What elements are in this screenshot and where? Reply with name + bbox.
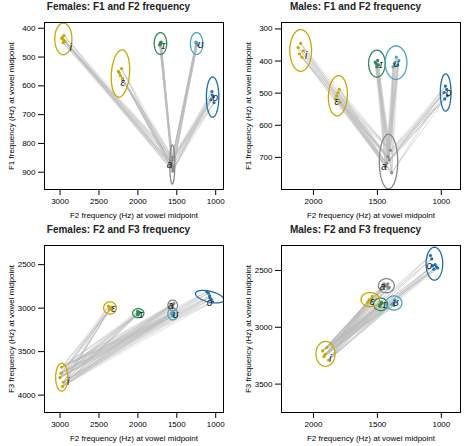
svg-text:2000: 2000 <box>305 197 323 206</box>
svg-text:o: o <box>426 260 432 271</box>
svg-text:800: 800 <box>22 139 36 148</box>
svg-text:a: a <box>167 159 173 170</box>
svg-text:3000: 3000 <box>18 304 36 313</box>
svg-text:ʊ: ʊ <box>393 297 399 308</box>
svg-text:1000: 1000 <box>432 197 450 206</box>
svg-text:3500: 3500 <box>255 380 273 389</box>
svg-text:300: 300 <box>259 24 273 33</box>
svg-text:a: a <box>380 281 386 292</box>
svg-text:2500: 2500 <box>255 266 273 275</box>
svg-text:1500: 1500 <box>368 420 386 429</box>
svg-text:ʊ: ʊ <box>173 309 179 320</box>
svg-text:500: 500 <box>22 53 36 62</box>
svg-text:2500: 2500 <box>18 260 36 269</box>
svg-text:500: 500 <box>259 89 273 98</box>
svg-text:ɪ: ɪ <box>139 309 144 320</box>
svg-text:ɪ: ɪ <box>378 59 383 70</box>
svg-text:700: 700 <box>259 153 273 162</box>
svg-text:1500: 1500 <box>168 420 186 429</box>
svg-text:i: i <box>329 353 332 364</box>
svg-text:3500: 3500 <box>18 347 36 356</box>
svg-text:4000: 4000 <box>18 391 36 400</box>
svg-text:ɛ: ɛ <box>370 296 375 307</box>
svg-text:700: 700 <box>22 110 36 119</box>
svg-text:2000: 2000 <box>129 197 147 206</box>
svg-text:ʊ: ʊ <box>393 58 399 69</box>
svg-text:2500: 2500 <box>90 197 108 206</box>
svg-text:ʊ: ʊ <box>198 39 204 50</box>
svg-text:F2 frequency (Hz) at vowel mid: F2 frequency (Hz) at vowel midpoint <box>307 211 436 220</box>
svg-text:F1 frequency (Hz) at vowel mid: F1 frequency (Hz) at vowel midpoint <box>244 41 253 170</box>
svg-text:ɪ: ɪ <box>161 40 166 51</box>
svg-text:F1 frequency (Hz) at vowel mid: F1 frequency (Hz) at vowel midpoint <box>7 41 16 170</box>
svg-text:F2 frequency (Hz) at vowel mid: F2 frequency (Hz) at vowel midpoint <box>70 211 199 220</box>
html-text:Females: F2 and F3 frequency: Females: F2 and F3 frequency <box>46 224 191 235</box>
svg-text:a: a <box>168 300 174 311</box>
svg-text:F2 frequency (Hz) at vowel mid: F2 frequency (Hz) at vowel midpoint <box>307 434 436 443</box>
svg-text:1500: 1500 <box>168 197 186 206</box>
svg-text:F2 frequency (Hz) at vowel mid: F2 frequency (Hz) at vowel midpoint <box>70 434 199 443</box>
svg-text:ɛ: ɛ <box>121 77 126 88</box>
svg-text:400: 400 <box>259 57 273 66</box>
svg-text:o: o <box>207 297 213 308</box>
svg-text:2000: 2000 <box>305 420 323 429</box>
svg-text:a: a <box>381 161 387 172</box>
svg-text:o: o <box>446 87 452 98</box>
svg-text:3000: 3000 <box>51 197 69 206</box>
svg-text:ɛ: ɛ <box>111 303 116 314</box>
html-text:Females: F1 and F2 frequency: Females: F1 and F2 frequency <box>46 1 191 12</box>
svg-text:3000: 3000 <box>255 323 273 332</box>
svg-text:1000: 1000 <box>432 420 450 429</box>
svg-text:400: 400 <box>22 24 36 33</box>
svg-text:i: i <box>67 376 70 387</box>
svg-text:F3 frequency (Hz) at vowel mid: F3 frequency (Hz) at vowel midpoint <box>7 264 16 393</box>
svg-text:ɪ: ɪ <box>382 299 387 310</box>
svg-text:1500: 1500 <box>368 197 386 206</box>
svg-text:F3 frequency (Hz) at vowel mid: F3 frequency (Hz) at vowel midpoint <box>244 264 253 393</box>
svg-text:1000: 1000 <box>207 420 225 429</box>
svg-text:3000: 3000 <box>51 420 69 429</box>
svg-text:600: 600 <box>22 81 36 90</box>
svg-text:i: i <box>70 42 73 53</box>
svg-text:ɛ: ɛ <box>335 96 340 107</box>
svg-text:1000: 1000 <box>207 197 225 206</box>
html-text:Males: F2 and F3 frequency: Males: F2 and F3 frequency <box>289 224 422 235</box>
svg-text:i: i <box>305 50 308 61</box>
svg-text:o: o <box>213 92 219 103</box>
svg-text:2000: 2000 <box>129 420 147 429</box>
svg-text:900: 900 <box>22 168 36 177</box>
svg-text:2500: 2500 <box>90 420 108 429</box>
html-text:Males: F1 and F2 frequency: Males: F1 and F2 frequency <box>289 1 422 12</box>
svg-text:600: 600 <box>259 121 273 130</box>
